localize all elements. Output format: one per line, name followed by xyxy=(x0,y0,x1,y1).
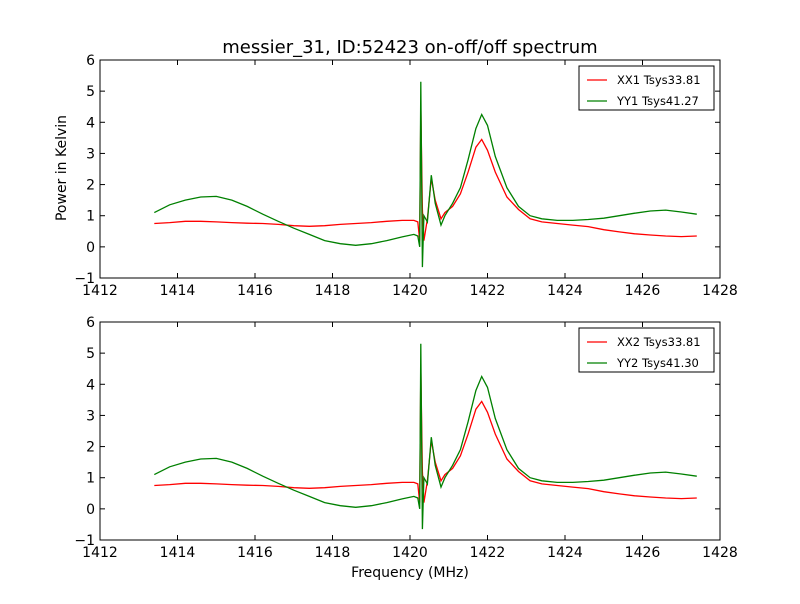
x-tick-label: 1424 xyxy=(547,545,583,561)
y-tick-label: 4 xyxy=(86,377,95,393)
x-tick-label: 1420 xyxy=(392,545,428,561)
x-tick-label: 1426 xyxy=(625,283,661,299)
y-tick-label: 3 xyxy=(86,146,95,162)
y-tick-label: 1 xyxy=(86,209,95,225)
x-tick-label: 1416 xyxy=(237,283,273,299)
y-tick-label: 1 xyxy=(86,471,95,487)
x-tick-label: 1414 xyxy=(160,283,196,299)
legend-box xyxy=(578,65,715,111)
subplot-1: 1412 1414 1416 1418 1420 1422 1424 1426 1428−101… xyxy=(74,53,737,299)
x-tick-label: 1418 xyxy=(315,545,351,561)
x-tick-label: 1418 xyxy=(315,283,351,299)
legend-label: XX1 Tsys33.81 xyxy=(617,73,701,87)
legend-box xyxy=(578,327,715,373)
y-tick-label: 5 xyxy=(86,346,95,362)
y-tick-label: 4 xyxy=(86,115,95,131)
subplot-2: 1412 1414 1416 1418 1420 1422 1424 1426 1428−101… xyxy=(74,315,737,561)
x-tick-label: 1416 xyxy=(237,545,273,561)
series-line-yy2 xyxy=(154,343,697,530)
legend-label: YY1 Tsys41.27 xyxy=(616,94,699,108)
y-tick-label: 2 xyxy=(86,440,95,456)
y-tick-label: 6 xyxy=(86,53,95,69)
y-tick-label: 0 xyxy=(86,502,95,518)
series-line-xx1 xyxy=(154,106,697,241)
x-tick-label: 1428 xyxy=(702,545,738,561)
x-tick-label: 1412 xyxy=(82,545,118,561)
x-tick-label: 1422 xyxy=(470,545,506,561)
y-axis-label: Power in Kelvin xyxy=(54,115,70,221)
x-tick-label: 1420 xyxy=(392,283,428,299)
legend: XX1 Tsys33.81 YY1 Tsys41.27 xyxy=(578,65,715,111)
legend: XX2 Tsys33.81 YY2 Tsys41.30 xyxy=(578,327,715,373)
y-tick-label: −1 xyxy=(74,271,95,287)
y-tick-label: 2 xyxy=(86,178,95,194)
x-tick-label: 1428 xyxy=(702,283,738,299)
y-tick-label: 0 xyxy=(86,240,95,256)
y-tick-label: 6 xyxy=(86,315,95,331)
y-tick-label: 5 xyxy=(86,84,95,100)
x-axis-label: Frequency (MHz) xyxy=(351,565,469,581)
x-tick-label: 1414 xyxy=(160,545,196,561)
y-tick-label: −1 xyxy=(74,533,95,549)
legend-label: XX2 Tsys33.81 xyxy=(617,335,701,349)
x-tick-label: 1424 xyxy=(547,283,583,299)
x-tick-label: 1426 xyxy=(625,545,661,561)
y-tick-label: 3 xyxy=(86,408,95,424)
series-line-xx2 xyxy=(154,368,697,503)
x-tick-label: 1412 xyxy=(82,283,118,299)
series-line-yy1 xyxy=(154,81,697,268)
chart-title: messier_31, ID:52423 on-off/off spectrum xyxy=(222,37,597,58)
x-tick-label: 1422 xyxy=(470,283,506,299)
legend-label: YY2 Tsys41.30 xyxy=(616,356,699,370)
